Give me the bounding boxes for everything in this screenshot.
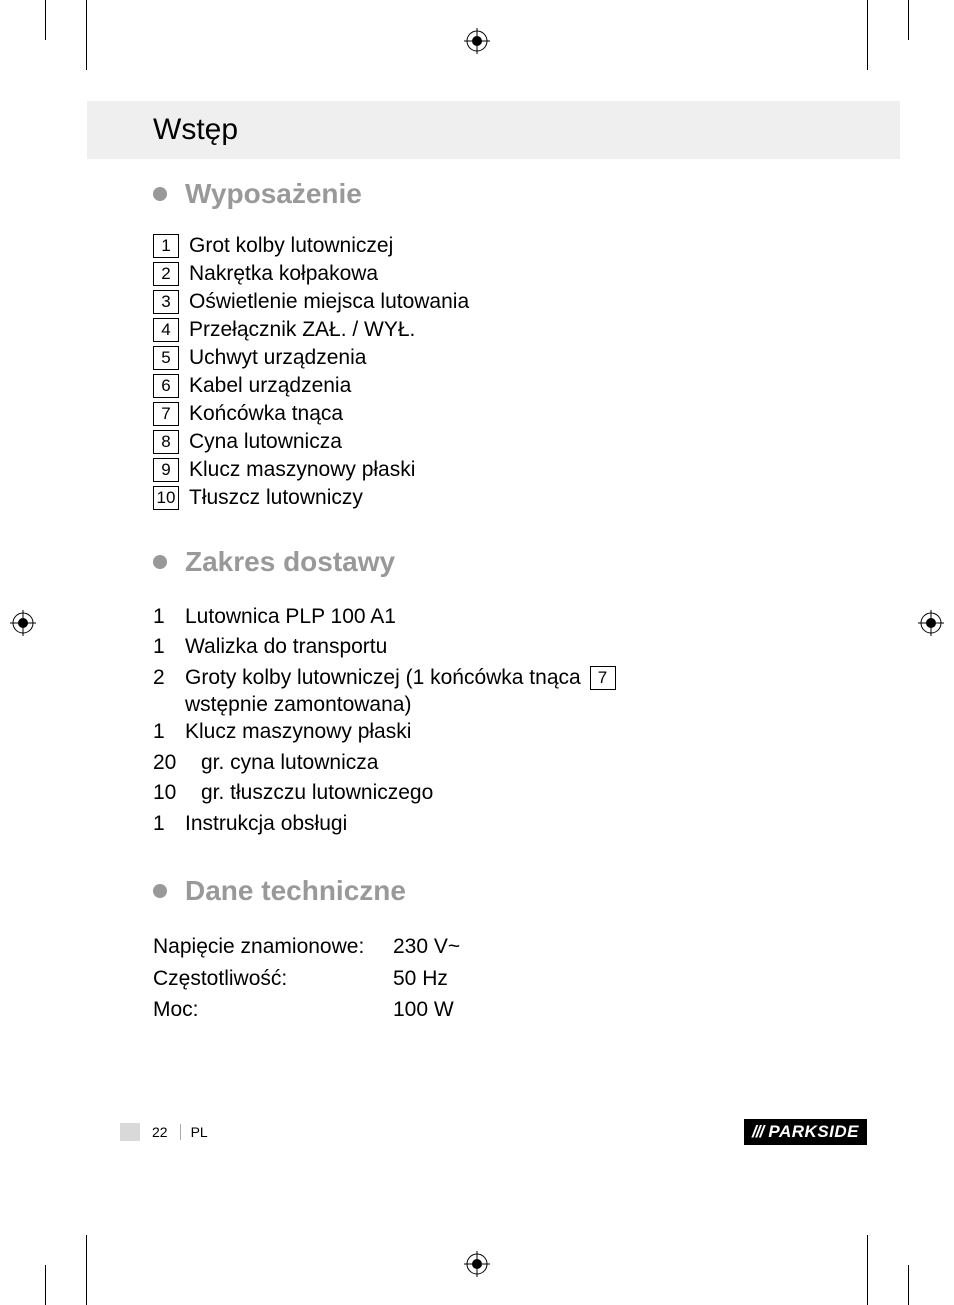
heading-text: Zakres dostawy [185,546,395,578]
equipment-label: Nakrętka kołpakowa [189,262,378,286]
reference-number-box: 8 [153,430,179,454]
delivery-quantity: 1 [153,632,185,662]
reference-number-box: 5 [153,346,179,370]
bullet-icon [153,555,167,569]
delivery-item: 1Lutownica PLP 100 A1 [153,602,854,632]
page-number-block: 22 PL [120,1123,208,1141]
heading-text: Wyposażenie [185,178,362,210]
tech-label: Napięcie znamionowe: [153,931,393,963]
tech-table: Napięcie znamionowe:230 V~Częstotliwość:… [153,931,854,1026]
registration-mark-icon [464,28,490,54]
section-heading-delivery: Zakres dostawy [153,546,854,578]
delivery-label: Instrukcja obsługi [185,809,854,839]
crop-mark [867,0,868,70]
delivery-quantity: 1 [153,809,185,839]
reference-number-box: 9 [153,458,179,482]
tech-label: Częstotliwość: [153,963,393,995]
delivery-label-continued: wstępnie zamontowana) [185,693,854,717]
delivery-item: 1Walizka do transportu [153,632,854,662]
reference-number-box: 7 [153,402,179,426]
footer-accent-box [120,1123,140,1141]
reference-number-box: 1 [153,234,179,258]
delivery-item: 1Instrukcja obsługi [153,809,854,839]
reference-number-box: 10 [153,486,179,510]
tech-value: 50 Hz [393,963,448,995]
delivery-item: 1Klucz maszynowy płaski [153,717,854,747]
page-title-bar: Wstęp [87,101,900,159]
registration-mark-icon [10,610,36,636]
equipment-label: Uchwyt urządzenia [189,346,366,370]
equipment-item: 10 Tłuszcz lutowniczy [153,486,854,510]
section-heading-tech: Dane techniczne [153,875,854,907]
page-title: Wstęp [153,113,238,147]
equipment-label: Końcówka tnąca [189,402,343,426]
delivery-item: 20gr. cyna lutownicza [153,748,854,778]
delivery-label: gr. tłuszczu lutowniczego [201,778,854,808]
delivery-quantity: 2 [153,663,185,693]
crop-mark [867,1235,868,1305]
delivery-list: 1Lutownica PLP 100 A11Walizka do transpo… [153,602,854,839]
brand-logo: /// PARKSIDE [744,1119,867,1145]
section-heading-equipment: Wyposażenie [153,178,854,210]
reference-number-box: 7 [590,666,616,690]
crop-mark [86,1235,87,1305]
crop-mark [86,0,87,70]
equipment-item: 7 Końcówka tnąca [153,402,854,426]
crop-mark [45,1265,46,1305]
tech-label: Moc: [153,994,393,1026]
tech-row: Częstotliwość:50 Hz [153,963,854,995]
reference-number-box: 4 [153,318,179,342]
equipment-item: 5 Uchwyt urządzenia [153,346,854,370]
delivery-quantity: 1 [153,602,185,632]
delivery-label: Lutownica PLP 100 A1 [185,602,854,632]
equipment-label: Przełącznik ZAŁ. / WYŁ. [189,318,415,342]
equipment-list: 1 Grot kolby lutowniczej 2 Nakrętka kołpako… [153,234,854,510]
equipment-label: Oświetlenie miejsca lutowania [189,290,469,314]
equipment-item: 4 Przełącznik ZAŁ. / WYŁ. [153,318,854,342]
equipment-item: 8 Cyna lutownicza [153,430,854,454]
equipment-label: Grot kolby lutowniczej [189,234,393,258]
bullet-icon [153,884,167,898]
delivery-quantity: 20 [153,748,201,778]
equipment-item: 3 Oświetlenie miejsca lutowania [153,290,854,314]
delivery-item: 10gr. tłuszczu lutowniczego [153,778,854,808]
crop-mark [908,0,909,40]
registration-mark-icon [918,610,944,636]
registration-mark-icon [464,1251,490,1277]
crop-mark [45,0,46,40]
equipment-label: Klucz maszynowy płaski [189,458,415,482]
brand-slashes: /// [752,1122,763,1141]
equipment-item: 6 Kabel urządzenia [153,374,854,398]
tech-value: 230 V~ [393,931,460,963]
delivery-label: Klucz maszynowy płaski [185,717,854,747]
tech-row: Moc:100 W [153,994,854,1026]
equipment-item: 1 Grot kolby lutowniczej [153,234,854,258]
bullet-icon [153,187,167,201]
reference-number-box: 3 [153,290,179,314]
tech-row: Napięcie znamionowe:230 V~ [153,931,854,963]
page-language: PL [180,1124,208,1140]
reference-number-box: 2 [153,262,179,286]
delivery-item: 2Groty kolby lutowniczej (1 końcówka tną… [153,663,854,693]
page-footer: 22 PL /// PARKSIDE [120,1119,867,1145]
delivery-label: gr. cyna lutownicza [201,748,854,778]
brand-name: PARKSIDE [768,1122,859,1141]
equipment-label: Cyna lutownicza [189,430,342,454]
heading-text: Dane techniczne [185,875,406,907]
crop-mark [908,1265,909,1305]
delivery-quantity: 1 [153,717,185,747]
page-content: Wyposażenie 1 Grot kolby lutowniczej 2 Nakr… [153,178,854,1026]
reference-number-box: 6 [153,374,179,398]
page-number: 22 [152,1124,168,1140]
delivery-label: Groty kolby lutowniczej (1 końcówka tnąc… [185,663,854,693]
equipment-label: Kabel urządzenia [189,374,351,398]
equipment-item: 2 Nakrętka kołpakowa [153,262,854,286]
delivery-label: Walizka do transportu [185,632,854,662]
tech-value: 100 W [393,994,454,1026]
equipment-item: 9 Klucz maszynowy płaski [153,458,854,482]
equipment-label: Tłuszcz lutowniczy [189,486,363,510]
delivery-quantity: 10 [153,778,201,808]
